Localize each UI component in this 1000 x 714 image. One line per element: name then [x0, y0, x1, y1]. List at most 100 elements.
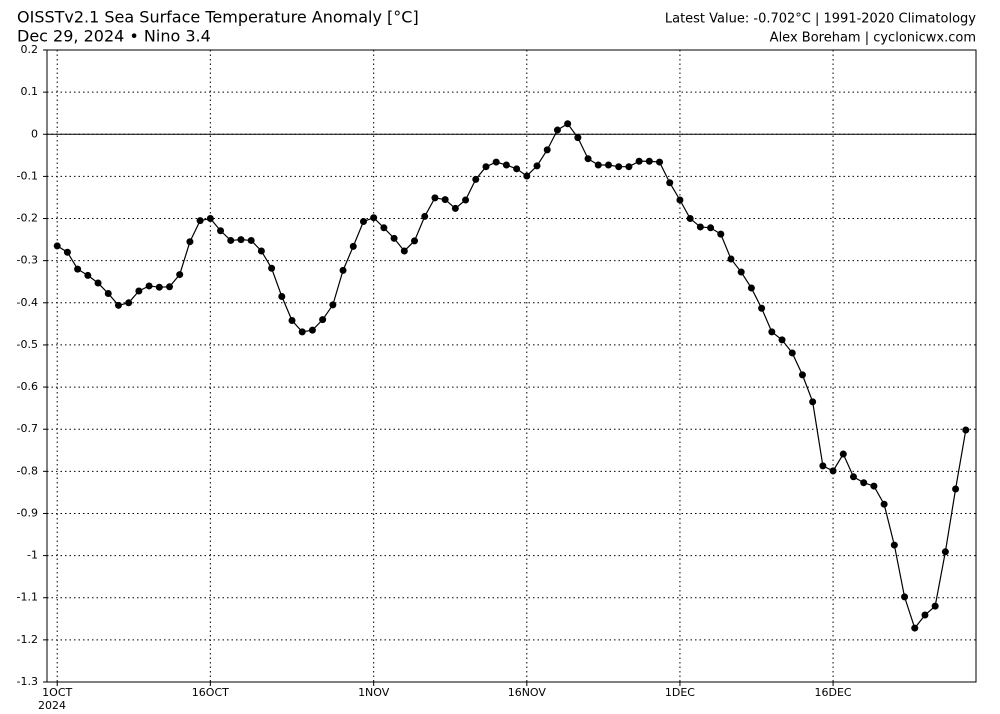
point	[686, 215, 694, 223]
point	[758, 304, 766, 312]
point	[727, 255, 735, 263]
point	[441, 196, 449, 204]
point	[564, 120, 572, 128]
point	[278, 292, 286, 300]
point	[901, 593, 909, 601]
point	[217, 227, 225, 235]
point	[768, 328, 776, 336]
x-tick-label: 16OCT	[192, 686, 229, 699]
point	[247, 236, 255, 244]
point	[451, 204, 459, 212]
point	[206, 215, 214, 223]
chart-subtitle: Dec 29, 2024 • Nino 3.4	[17, 27, 211, 46]
point	[257, 247, 265, 255]
point	[747, 284, 755, 292]
x-tick-label: 1NOV	[358, 686, 390, 699]
y-tick-label: -1	[27, 549, 38, 562]
y-tick-label: -0.3	[17, 254, 38, 267]
point	[860, 479, 868, 487]
point	[268, 264, 276, 272]
x-year-label: 2024	[38, 699, 66, 712]
point	[584, 155, 592, 163]
point	[186, 238, 194, 246]
point	[227, 236, 235, 244]
point	[696, 223, 704, 231]
point	[707, 224, 715, 232]
point	[339, 266, 347, 274]
point	[237, 236, 245, 244]
point	[125, 299, 133, 307]
point	[890, 541, 898, 549]
point	[176, 271, 184, 279]
y-tick-label: -0.6	[17, 380, 38, 393]
point	[809, 398, 817, 406]
point	[472, 175, 480, 183]
x-tick-label: 1DEC	[665, 686, 695, 699]
x-tick-label: 16NOV	[508, 686, 547, 699]
point	[645, 157, 653, 165]
y-tick-label: -0.8	[17, 464, 38, 477]
point	[553, 126, 561, 134]
point	[462, 196, 470, 204]
point	[145, 282, 153, 290]
point	[798, 371, 806, 379]
x-tick-label: 1OCT	[42, 686, 72, 699]
point	[778, 336, 786, 344]
point	[635, 157, 643, 165]
point	[574, 134, 582, 142]
annotation: Latest Value: -0.702°C | 1991-2020 Clima…	[665, 12, 976, 27]
y-tick-label: 0.1	[21, 85, 39, 98]
point	[849, 473, 857, 481]
point	[492, 158, 500, 166]
point	[84, 271, 92, 279]
point	[952, 485, 960, 493]
y-tick-label: -0.7	[17, 422, 38, 435]
y-tick-label: -0.5	[17, 338, 38, 351]
point	[288, 316, 296, 324]
y-tick-label: -0.2	[17, 212, 38, 225]
point	[829, 467, 837, 475]
point	[870, 482, 878, 490]
point	[400, 247, 408, 255]
point	[615, 163, 623, 171]
point	[594, 161, 602, 169]
point	[717, 230, 725, 238]
y-tick-label: 0	[31, 127, 38, 140]
y-tick-label: -1.1	[17, 591, 38, 604]
point	[104, 290, 112, 298]
point	[931, 602, 939, 610]
y-tick-label: -1.2	[17, 633, 38, 646]
point	[941, 548, 949, 556]
point	[135, 287, 143, 295]
point	[298, 328, 306, 336]
point	[625, 163, 633, 171]
point	[533, 162, 541, 170]
point	[543, 146, 551, 154]
point	[196, 217, 204, 225]
point	[380, 224, 388, 232]
y-tick-label: -0.9	[17, 506, 38, 519]
point	[839, 450, 847, 458]
point	[819, 462, 827, 470]
point	[319, 316, 327, 324]
point	[431, 194, 439, 202]
y-tick-label: -1.3	[17, 675, 38, 688]
plot-frame	[46, 49, 977, 683]
y-tick-label: -0.1	[17, 169, 38, 182]
point	[676, 196, 684, 204]
point	[737, 268, 745, 276]
point	[656, 158, 664, 166]
point	[962, 426, 970, 434]
point	[114, 301, 122, 309]
point	[788, 349, 796, 357]
point	[53, 242, 61, 250]
point	[604, 161, 612, 169]
x-tick-label: 16DEC	[815, 686, 852, 699]
point	[666, 179, 674, 187]
point	[390, 234, 398, 242]
point	[166, 283, 174, 291]
point	[359, 217, 367, 225]
chart-title: OISSTv2.1 Sea Surface Temperature Anomal…	[17, 8, 419, 27]
